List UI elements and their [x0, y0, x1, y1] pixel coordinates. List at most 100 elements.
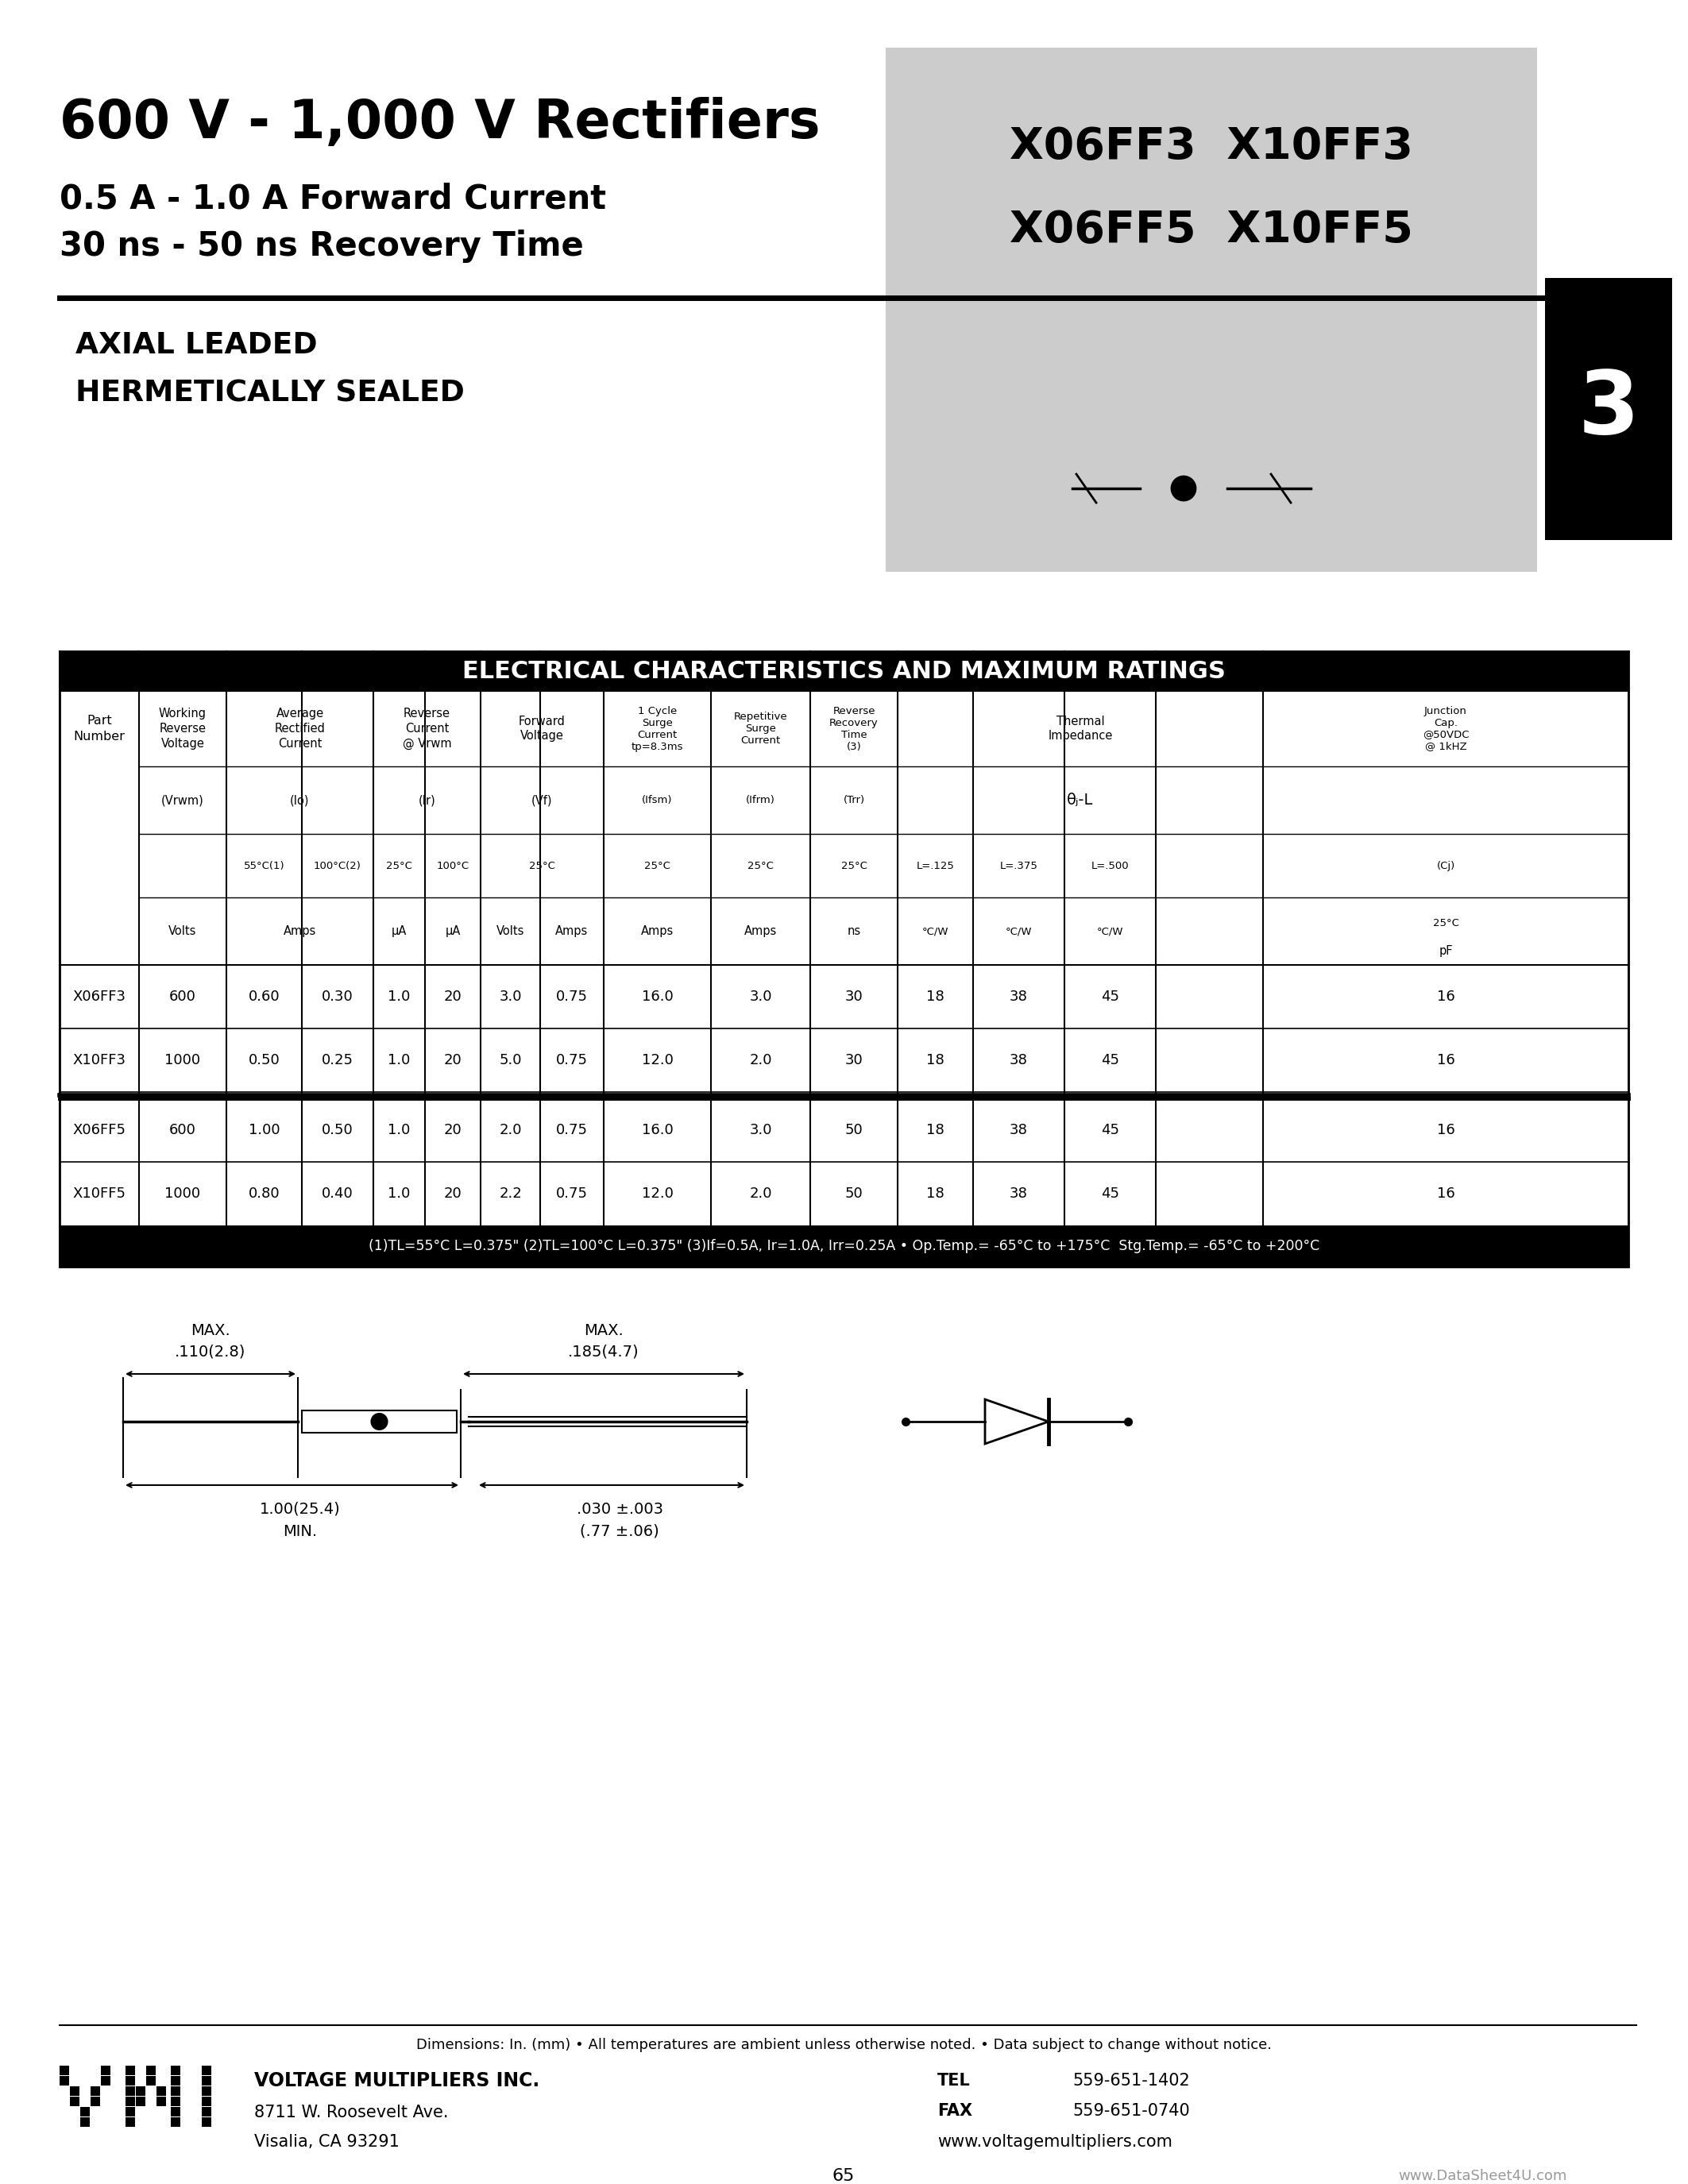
Text: Working
Reverse
Voltage: Working Reverse Voltage [159, 708, 206, 749]
Text: FAX: FAX [937, 2103, 972, 2118]
Bar [170, 2116, 181, 2127]
Text: HERMETICALLY SEALED: HERMETICALLY SEALED [76, 378, 464, 408]
Text: 18: 18 [927, 1053, 944, 1068]
Bar [170, 2086, 181, 2097]
Text: 30 ns - 50 ns Recovery Time: 30 ns - 50 ns Recovery Time [59, 229, 584, 262]
Text: 20: 20 [444, 1123, 463, 1138]
Bar [170, 2066, 181, 2075]
Bar [1545, 277, 1673, 539]
Text: AXIAL LEADED: AXIAL LEADED [76, 332, 317, 360]
Bar [203, 2077, 211, 2086]
Bar [125, 2077, 135, 2086]
Text: 50: 50 [846, 1186, 863, 1201]
Text: °C/W: °C/W [1006, 926, 1031, 937]
Text: 38: 38 [1009, 1123, 1028, 1138]
Text: 0.75: 0.75 [555, 1053, 587, 1068]
Text: 25°C: 25°C [1433, 917, 1458, 928]
Bar [125, 2066, 135, 2075]
Text: L=.125: L=.125 [917, 860, 954, 871]
Text: L=.375: L=.375 [999, 860, 1038, 871]
Text: °C/W: °C/W [1097, 926, 1124, 937]
Text: 0.40: 0.40 [322, 1186, 353, 1201]
Text: X10FF3: X10FF3 [73, 1053, 127, 1068]
Bar [125, 2116, 135, 2127]
Text: .030 ±.003: .030 ±.003 [576, 1500, 663, 1516]
Text: 600 V - 1,000 V Rectifiers: 600 V - 1,000 V Rectifiers [59, 96, 820, 149]
Text: 18: 18 [927, 1123, 944, 1138]
Text: Amps: Amps [284, 926, 316, 937]
Bar [59, 2064, 230, 2156]
Bar [135, 2097, 145, 2105]
Bar [81, 2116, 89, 2127]
Bar [135, 2086, 145, 2097]
Text: (Io): (Io) [290, 795, 309, 806]
Text: 8711 W. Roosevelt Ave.: 8711 W. Roosevelt Ave. [255, 2105, 449, 2121]
Text: 30: 30 [846, 1053, 863, 1068]
Text: Repetitive
Surge
Current: Repetitive Surge Current [734, 712, 787, 745]
Text: 0.75: 0.75 [555, 1123, 587, 1138]
Bar [59, 651, 1629, 1267]
Text: 38: 38 [1009, 1186, 1028, 1201]
Text: μA: μA [392, 926, 407, 937]
Text: Junction
Cap.
@50VDC
@ 1kHZ: Junction Cap. @50VDC @ 1kHZ [1423, 705, 1469, 751]
Text: 1.0: 1.0 [388, 1053, 410, 1068]
Bar [203, 2116, 211, 2127]
Text: (.77 ±.06): (.77 ±.06) [581, 1524, 660, 1540]
Text: Average
Rectified
Current: Average Rectified Current [275, 708, 326, 749]
Bar [203, 2097, 211, 2105]
Text: 16: 16 [1436, 1123, 1455, 1138]
Text: (Cj): (Cj) [1436, 860, 1455, 871]
Text: Thermal
Impedance: Thermal Impedance [1048, 716, 1112, 743]
Text: pF: pF [1438, 946, 1453, 957]
Text: 30: 30 [846, 989, 863, 1005]
Text: .185(4.7): .185(4.7) [569, 1343, 640, 1358]
Text: 0.50: 0.50 [248, 1053, 280, 1068]
Text: 25°C: 25°C [387, 860, 412, 871]
Text: 20: 20 [444, 1186, 463, 1201]
Text: 16: 16 [1436, 1186, 1455, 1201]
Text: 2.2: 2.2 [500, 1186, 522, 1201]
Text: 100°C(2): 100°C(2) [314, 860, 361, 871]
Bar [302, 1411, 457, 1433]
Text: 1.0: 1.0 [388, 1123, 410, 1138]
Bar [157, 2097, 165, 2105]
Text: Reverse
Recovery
Time
(3): Reverse Recovery Time (3) [829, 705, 878, 751]
Text: X06FF5: X06FF5 [73, 1123, 127, 1138]
Text: (Vrwm): (Vrwm) [162, 795, 204, 806]
Text: MAX.: MAX. [191, 1324, 230, 1339]
Text: X06FF3  X10FF3: X06FF3 X10FF3 [1009, 124, 1413, 168]
Text: 38: 38 [1009, 1053, 1028, 1068]
Text: 25°C: 25°C [748, 860, 773, 871]
Text: 1000: 1000 [165, 1053, 201, 1068]
Bar [203, 2066, 211, 2075]
Text: μA: μA [446, 926, 461, 937]
Bar [101, 2066, 110, 2075]
Ellipse shape [371, 1413, 387, 1431]
Text: 0.50: 0.50 [322, 1123, 353, 1138]
Bar [91, 2086, 100, 2097]
Bar [170, 2097, 181, 2105]
Text: Forward
Voltage: Forward Voltage [518, 716, 565, 743]
Text: (1)TL=55°C L=0.375" (2)TL=100°C L=0.375" (3)If=0.5A, Ir=1.0A, Irr=0.25A • Op.Tem: (1)TL=55°C L=0.375" (2)TL=100°C L=0.375"… [368, 1238, 1320, 1254]
Text: (Trr): (Trr) [844, 795, 864, 806]
Bar [147, 2066, 155, 2075]
Text: 1.00: 1.00 [248, 1123, 280, 1138]
Text: 45: 45 [1101, 989, 1119, 1005]
Text: 25°C: 25°C [645, 860, 670, 871]
Bar [203, 2086, 211, 2097]
Text: 55°C(1): 55°C(1) [243, 860, 285, 871]
Text: 3: 3 [1578, 367, 1639, 452]
Text: 3.0: 3.0 [500, 989, 522, 1005]
Text: 20: 20 [444, 1053, 463, 1068]
Text: 1.0: 1.0 [388, 989, 410, 1005]
Bar [886, 48, 1538, 572]
Text: .110(2.8): .110(2.8) [176, 1343, 246, 1358]
Text: Part
Number: Part Number [74, 714, 125, 743]
Text: (Ir): (Ir) [419, 795, 436, 806]
Text: 100°C: 100°C [437, 860, 469, 871]
Text: °C/W: °C/W [922, 926, 949, 937]
Bar [59, 2077, 69, 2086]
Text: 18: 18 [927, 989, 944, 1005]
Text: X06FF3: X06FF3 [73, 989, 127, 1005]
Text: 3.0: 3.0 [749, 1123, 771, 1138]
